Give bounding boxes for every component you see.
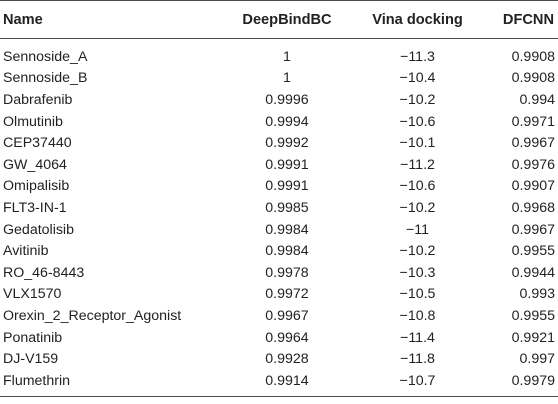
cell-name: Dabrafenib (3, 91, 73, 108)
cell-vina-docking: −10.7 (348, 369, 481, 397)
cell-vina-docking: −11.2 (400, 156, 435, 173)
cell-deepbindbc: 0.9996 (265, 91, 309, 108)
cell-dfcnn: 0.9968 (511, 199, 555, 216)
table-row: Sennoside_A 1 −11.3 0.9908 (0, 39, 558, 68)
table-row: Avitinib 0.9984 −10.2 0.9955 (0, 240, 558, 262)
cell-name: Olmutinib (3, 113, 63, 130)
cell-vina-docking: −10.5 (399, 286, 436, 303)
cell-vina-docking: −10.2 (399, 243, 436, 260)
cell-vina-docking: −10.6 (399, 178, 436, 195)
cell-dfcnn: 0.9955 (511, 243, 555, 260)
cell-deepbindbc: 0.9928 (265, 351, 309, 368)
table-row: VLX1570 0.9972 −10.5 0.993 (0, 284, 558, 306)
table-row: DJ-V159 0.9928 −11.8 0.997 (0, 348, 558, 370)
cell-dfcnn: 0.9979 (481, 369, 558, 397)
cell-name: CEP37440 (3, 135, 72, 152)
cell-dfcnn: 0.9971 (511, 113, 555, 130)
cell-vina-docking: −10.4 (399, 70, 436, 87)
cell-deepbindbc: 0.9991 (265, 178, 309, 195)
cell-name: RO_46-8443 (3, 264, 85, 281)
header-row: Name DeepBindBC Vina docking DFCNN (0, 0, 558, 39)
cell-vina-docking: −11.3 (400, 48, 435, 65)
cell-deepbindbc: 0.9964 (265, 329, 309, 346)
table-body: Sennoside_A 1 −11.3 0.9908 Sennoside_B 1… (0, 39, 558, 397)
cell-deepbindbc: 0.9978 (265, 264, 309, 281)
cell-dfcnn: 0.9907 (511, 178, 555, 195)
table-row: Dabrafenib 0.9996 −10.2 0.994 (0, 89, 558, 111)
cell-vina-docking: −10.1 (399, 135, 436, 152)
cell-dfcnn: 0.993 (519, 286, 555, 303)
table-row: Omipalisib 0.9991 −10.6 0.9907 (0, 176, 558, 198)
cell-dfcnn: 0.9976 (511, 156, 555, 173)
cell-vina-docking: −11 (405, 221, 429, 238)
cell-name: FLT3-IN-1 (3, 199, 67, 216)
table-row: Orexin_2_Receptor_Agonist 0.9967 −10.8 0… (0, 305, 558, 327)
header-vina-docking: Vina docking (348, 0, 481, 39)
cell-deepbindbc: 0.9991 (265, 156, 309, 173)
cell-deepbindbc: 0.9994 (265, 113, 309, 130)
table-row: Ponatinib 0.9964 −11.4 0.9921 (0, 327, 558, 349)
cell-name: Omipalisib (3, 178, 70, 195)
header-deepbindbc: DeepBindBC (212, 0, 348, 39)
cell-name: GW_4064 (3, 156, 67, 173)
cell-name: Orexin_2_Receptor_Agonist (3, 307, 182, 324)
cell-deepbindbc: 1 (283, 70, 291, 87)
cell-name: DJ-V159 (3, 351, 59, 368)
table-row: Sennoside_B 1 −10.4 0.9908 (0, 68, 558, 90)
cell-vina-docking: −10.8 (399, 307, 436, 324)
table-row: CEP37440 0.9992 −10.1 0.9967 (0, 132, 558, 154)
cell-name: Flumethrin (0, 369, 212, 397)
cell-deepbindbc: 0.9984 (265, 221, 309, 238)
cell-deepbindbc: 0.9972 (265, 286, 309, 303)
table-row: RO_46-8443 0.9978 −10.3 0.9944 (0, 262, 558, 284)
cell-dfcnn: 0.994 (519, 91, 555, 108)
cell-deepbindbc: 0.9985 (265, 199, 309, 216)
cell-deepbindbc: 0.9967 (265, 307, 309, 324)
cell-dfcnn: 0.9944 (511, 264, 555, 281)
cell-dfcnn: 0.9967 (511, 221, 555, 238)
cell-deepbindbc: 1 (283, 48, 291, 65)
cell-name: Ponatinib (3, 329, 63, 346)
cell-dfcnn: 0.997 (519, 351, 555, 368)
header-dfcnn: DFCNN (481, 0, 558, 39)
cell-name: VLX1570 (3, 286, 62, 303)
cell-dfcnn: 0.9908 (511, 70, 555, 87)
cell-name: Avitinib (3, 243, 49, 260)
table-row: Gedatolisib 0.9984 −11 0.9967 (0, 219, 558, 241)
cell-vina-docking: −10.2 (399, 91, 436, 108)
table-header: Name DeepBindBC Vina docking DFCNN (0, 0, 558, 39)
cell-name: Gedatolisib (3, 221, 74, 238)
cell-deepbindbc: 0.9914 (212, 369, 348, 397)
cell-dfcnn: 0.9921 (511, 329, 555, 346)
cell-name: Sennoside_A (3, 48, 88, 65)
cell-deepbindbc: 0.9984 (265, 243, 309, 260)
table-row: FLT3-IN-1 0.9985 −10.2 0.9968 (0, 197, 558, 219)
cell-dfcnn: 0.9908 (511, 48, 555, 65)
header-name: Name (0, 0, 212, 39)
cell-vina-docking: −11.8 (400, 351, 435, 368)
cell-vina-docking: −11.4 (400, 329, 435, 346)
cell-name: Sennoside_B (3, 70, 88, 87)
cell-vina-docking: −10.3 (399, 264, 436, 281)
table-row: GW_4064 0.9991 −11.2 0.9976 (0, 154, 558, 176)
cell-dfcnn: 0.9967 (511, 135, 555, 152)
table-row: Flumethrin 0.9914 −10.7 0.9979 (0, 369, 558, 397)
table-row: Olmutinib 0.9994 −10.6 0.9971 (0, 111, 558, 133)
cell-vina-docking: −10.2 (399, 199, 436, 216)
cell-dfcnn: 0.9955 (511, 307, 555, 324)
cell-vina-docking: −10.6 (399, 113, 436, 130)
cell-deepbindbc: 0.9992 (265, 135, 309, 152)
